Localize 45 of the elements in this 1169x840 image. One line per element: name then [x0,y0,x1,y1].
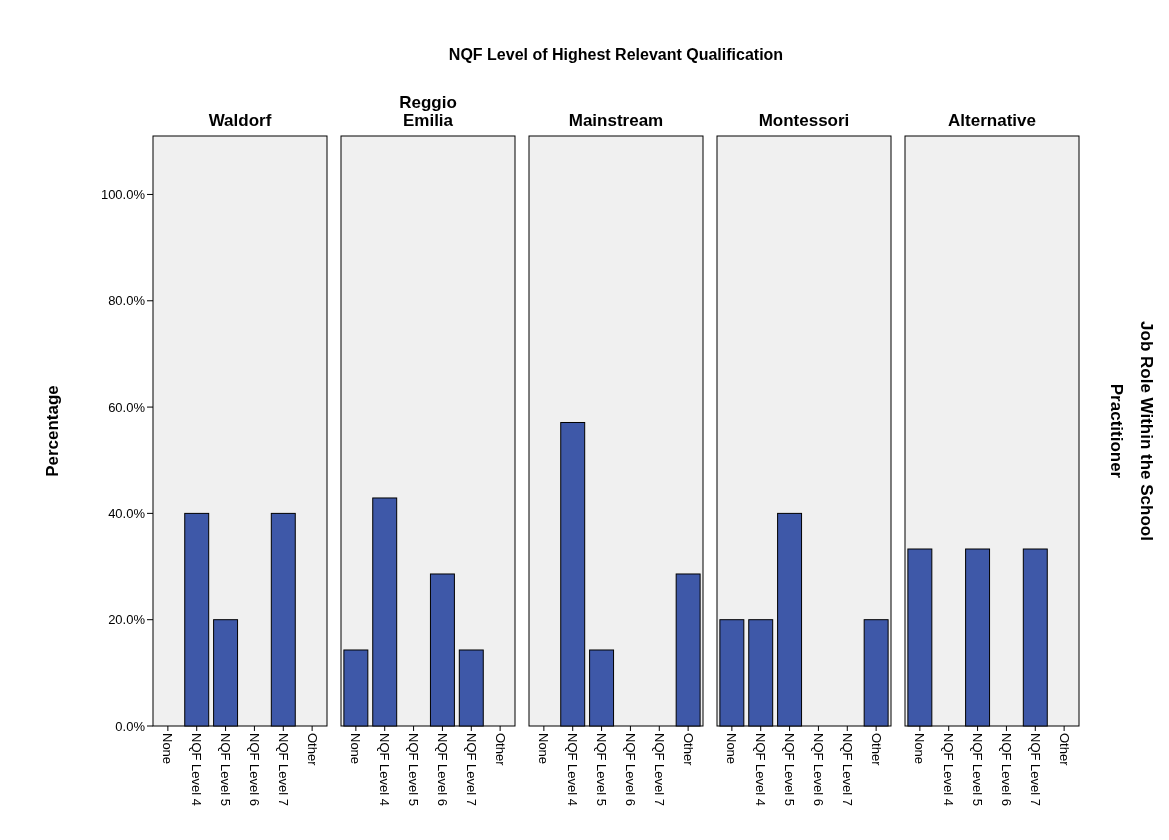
chart-title: Reggio Emilia [399,93,457,130]
chart-title: Alternative [948,111,1036,130]
x-tick-label: NQF Level 7 [463,733,479,806]
x-axis-title: NQF Level of Highest Relevant Qualification [448,46,784,63]
x-tick-label: NQF Level 5 [406,733,422,806]
x-tick-label: NQF Level 6 [998,733,1014,806]
x-tick-label: NQF Level 7 [651,733,667,806]
chart-title: Mainstream [568,111,664,130]
x-tick-label: NQF Level 7 [1027,733,1043,806]
x-tick-label: Other [492,733,508,767]
x-tick-label: NQF Level 6 [810,733,826,806]
chart-title: Waldorf [208,111,272,130]
x-tick-label: None [536,733,552,765]
x-tick-label: NQF Level 5 [218,733,234,806]
x-tick-label: None [912,733,928,765]
x-tick-label: Other [680,733,696,767]
y-tick-label: 0.0% [115,718,146,734]
x-tick-label: NQF Level 6 [622,733,638,806]
y-tick-label: 40.0% [108,505,146,521]
x-tick-label: NQF Level 6 [434,733,450,806]
chart-title: Montessori [758,111,850,130]
x-tick-label: None [160,733,176,765]
x-tick-label: NQF Level 6 [246,733,262,806]
y-tick-label: 20.0% [108,612,146,628]
x-tick-label: None [724,733,740,765]
x-tick-label: NQF Level 7 [275,733,291,806]
x-tick-label: NQF Level 7 [839,733,855,806]
y-axis-title: Percentage [43,385,62,477]
x-tick-label: None [348,733,364,765]
x-tick-label: NQF Level 5 [594,733,610,806]
x-tick-label: Other [304,733,320,767]
x-tick-label: NQF Level 5 [970,733,986,806]
y-tick-label: 100.0% [100,187,146,203]
x-tick-label: NQF Level 4 [189,733,205,806]
text: Practitioner [1107,383,1126,479]
x-tick-label: NQF Level 4 [941,733,957,806]
x-tick-label: Other [868,733,884,767]
x-tick-label: Other [1056,733,1072,767]
x-tick-label: NQF Level 5 [782,733,798,806]
x-tick-label: NQF Level 4 [753,733,769,806]
y2-axis-title: Job Role Within the School [1137,321,1156,541]
x-tick-label: NQF Level 4 [377,733,393,806]
y-tick-label: 60.0% [108,399,146,415]
y-tick-label: 80.0% [108,293,146,309]
x-tick-label: NQF Level 4 [565,733,581,806]
